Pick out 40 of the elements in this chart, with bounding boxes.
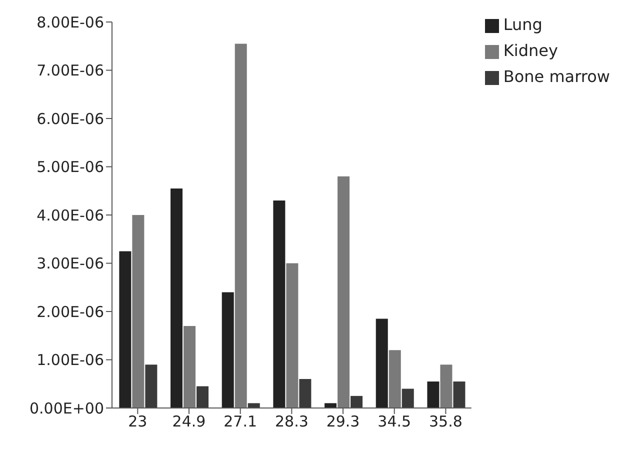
- bar: [440, 364, 452, 408]
- y-tick-label: 2.00E-06: [36, 302, 104, 321]
- bar: [132, 215, 144, 408]
- y-tick-label: 6.00E-06: [36, 110, 104, 128]
- bar: [350, 396, 363, 408]
- bar: [273, 200, 286, 408]
- y-tick-label: 4.00E-06: [36, 206, 104, 224]
- y-tick-label: 1.00E-06: [36, 351, 104, 370]
- bar: [338, 176, 350, 408]
- bar: [234, 44, 247, 408]
- y-tick-label: 7.00E-06: [36, 62, 104, 80]
- bar: [184, 326, 196, 408]
- bar: [286, 263, 298, 408]
- bar: [376, 318, 388, 408]
- y-tick-label: 0.00E+00: [29, 399, 104, 418]
- bar: [248, 403, 260, 408]
- bar: [145, 364, 158, 408]
- x-tick-label: 24.9: [172, 412, 206, 431]
- bar: [222, 292, 234, 408]
- y-tick-label: 3.00E-06: [36, 254, 104, 273]
- x-tick-label: 27.1: [224, 412, 258, 431]
- legend-label: Lung: [503, 15, 542, 34]
- bar: [402, 388, 414, 408]
- bar: [299, 379, 312, 408]
- y-tick-label: 5.00E-06: [36, 158, 104, 176]
- bar: [427, 381, 440, 408]
- bar: [170, 188, 183, 408]
- bar: [453, 381, 466, 408]
- bar: [388, 350, 401, 408]
- legend-label: Kidney: [503, 41, 558, 60]
- legend-label: Bone marrow: [503, 67, 610, 86]
- x-tick-label: 34.5: [378, 412, 412, 431]
- bar: [196, 386, 209, 408]
- x-tick-label: 29.3: [326, 412, 360, 431]
- x-tick-label: 28.3: [274, 412, 308, 431]
- x-tick-label: 35.8: [429, 412, 462, 431]
- bar: [119, 251, 132, 408]
- y-tick-label: 8.00E-06: [36, 13, 104, 32]
- bar: [324, 403, 337, 408]
- x-tick-label: 23: [128, 412, 148, 431]
